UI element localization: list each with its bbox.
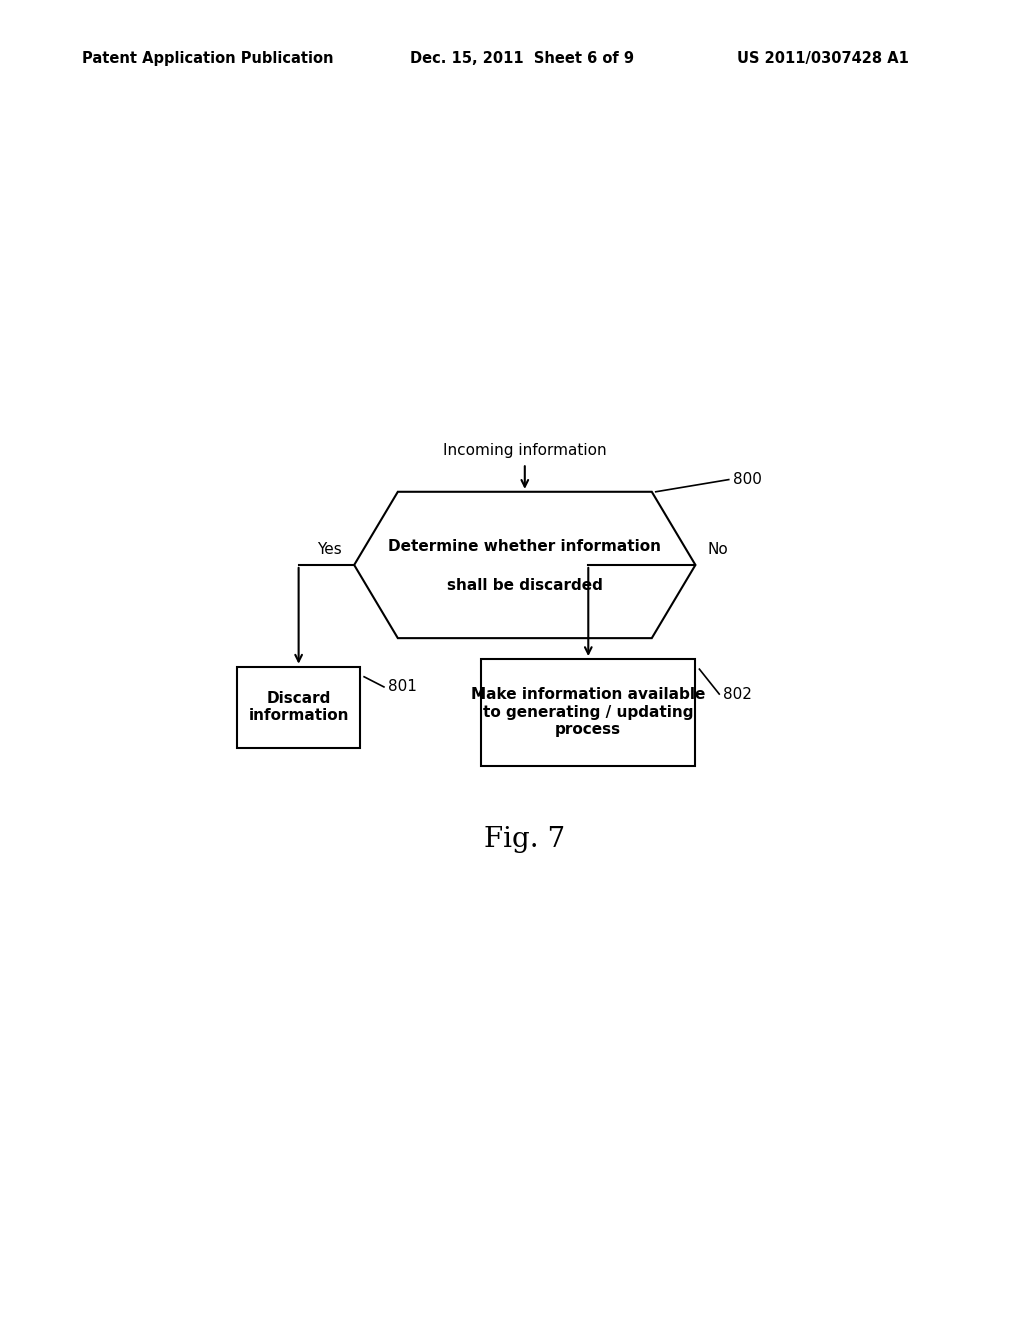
Text: Dec. 15, 2011  Sheet 6 of 9: Dec. 15, 2011 Sheet 6 of 9 — [410, 50, 634, 66]
Text: Fig. 7: Fig. 7 — [484, 826, 565, 853]
Bar — [238, 667, 360, 748]
Text: shall be discarded: shall be discarded — [446, 578, 603, 593]
Text: Yes: Yes — [317, 543, 342, 557]
Text: Make information available
to generating / updating
process: Make information available to generating… — [471, 688, 706, 738]
Text: US 2011/0307428 A1: US 2011/0307428 A1 — [737, 50, 909, 66]
Text: Discard
information: Discard information — [249, 692, 349, 723]
Text: 800: 800 — [733, 473, 762, 487]
Text: Patent Application Publication: Patent Application Publication — [82, 50, 334, 66]
Text: 802: 802 — [723, 686, 752, 701]
Text: No: No — [708, 543, 728, 557]
Text: Incoming information: Incoming information — [443, 444, 606, 458]
Text: Determine whether information: Determine whether information — [388, 539, 662, 554]
Text: 801: 801 — [388, 680, 417, 694]
Bar — [481, 659, 695, 766]
